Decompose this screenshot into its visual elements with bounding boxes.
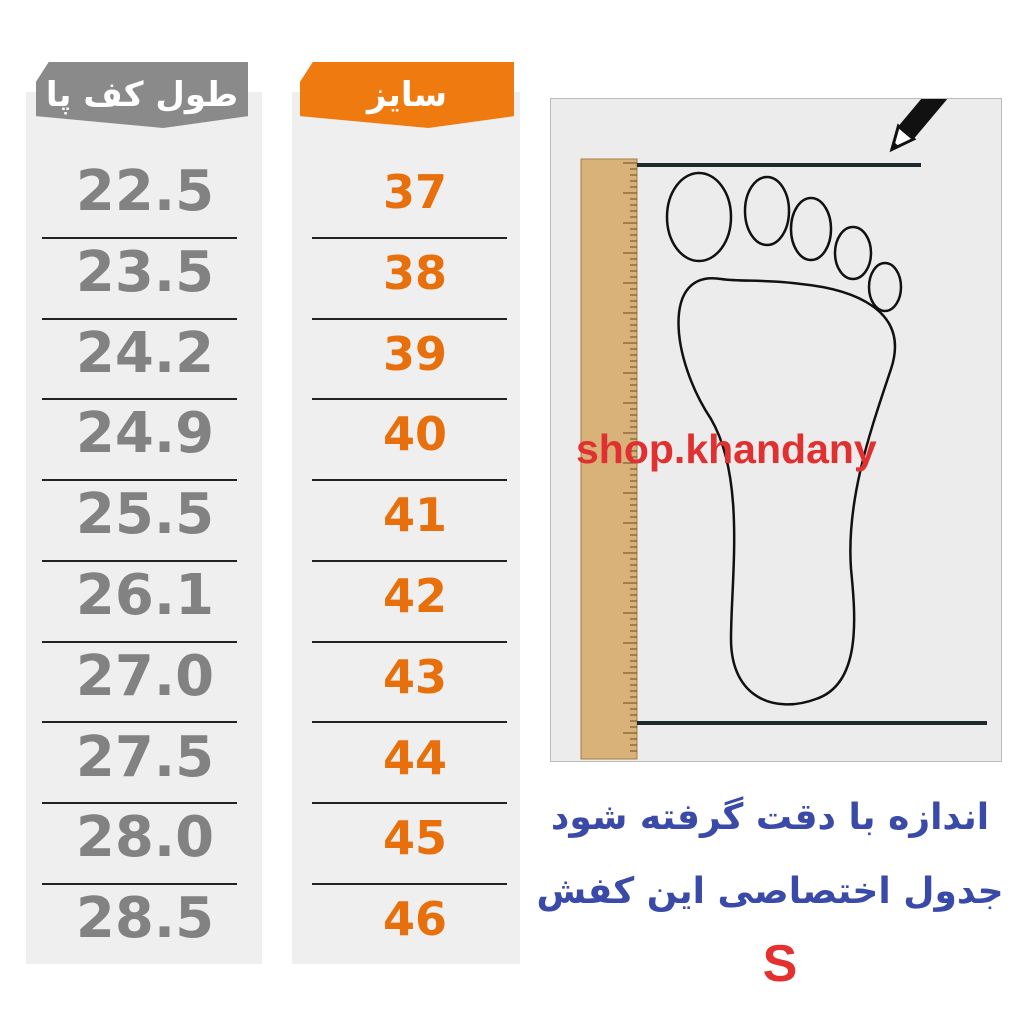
row-divider: [312, 882, 507, 885]
size-value: 45: [382, 811, 447, 866]
size-value: 41: [382, 488, 447, 543]
row-divider: [42, 398, 237, 401]
measure-note: اندازه با دقت گرفته شود: [550, 797, 990, 838]
foot-length-value: 28.0: [75, 805, 215, 871]
row-divider: [312, 479, 507, 482]
measure-lines: [637, 163, 987, 725]
foot-length-value: 26.1: [75, 563, 215, 628]
size-value: 37: [382, 165, 447, 219]
row-divider: [42, 640, 237, 643]
row-divider: [42, 882, 237, 885]
row-divider: [312, 801, 507, 804]
row-divider: [312, 559, 507, 562]
row-divider: [312, 237, 507, 239]
ruler-icon: [580, 158, 638, 760]
foot-length-value: 24.9: [75, 401, 215, 467]
size-value: 38: [382, 245, 447, 300]
size-value: 42: [382, 569, 447, 623]
size-header: سایز: [300, 62, 514, 128]
foot-length-header: طول کف پا: [36, 62, 248, 128]
row-divider: [42, 237, 237, 239]
size-value: 43: [382, 649, 447, 704]
size-value: 46: [382, 892, 447, 947]
foot-length-value: 27.0: [75, 643, 215, 709]
foot-length-value: 22.5: [75, 159, 215, 224]
pencil-icon: [889, 72, 959, 153]
foot-length-value: 24.2: [75, 320, 215, 386]
row-divider: [312, 317, 507, 320]
size-value: 39: [382, 326, 447, 381]
row-divider: [42, 801, 237, 804]
row-divider: [312, 721, 507, 724]
foot-outline-icon: [665, 171, 903, 706]
foot-measure-illustration: [550, 72, 1002, 762]
foot-length-value: 28.5: [75, 886, 215, 952]
row-divider: [42, 721, 237, 724]
foot-length-value: 27.5: [75, 724, 215, 790]
row-divider: [42, 317, 237, 320]
foot-length-value: 23.5: [75, 239, 215, 305]
chart-note: جدول اختصاصی این کفش: [536, 871, 1004, 912]
watermark-text: shop.khandany: [576, 426, 877, 472]
row-divider: [42, 559, 237, 562]
row-divider: [312, 640, 507, 643]
row-divider: [312, 398, 507, 401]
foot-length-value: 25.5: [75, 482, 215, 548]
model-code: S: [762, 935, 798, 993]
size-value: 44: [382, 730, 447, 785]
size-value: 40: [382, 407, 447, 462]
row-divider: [42, 479, 237, 482]
